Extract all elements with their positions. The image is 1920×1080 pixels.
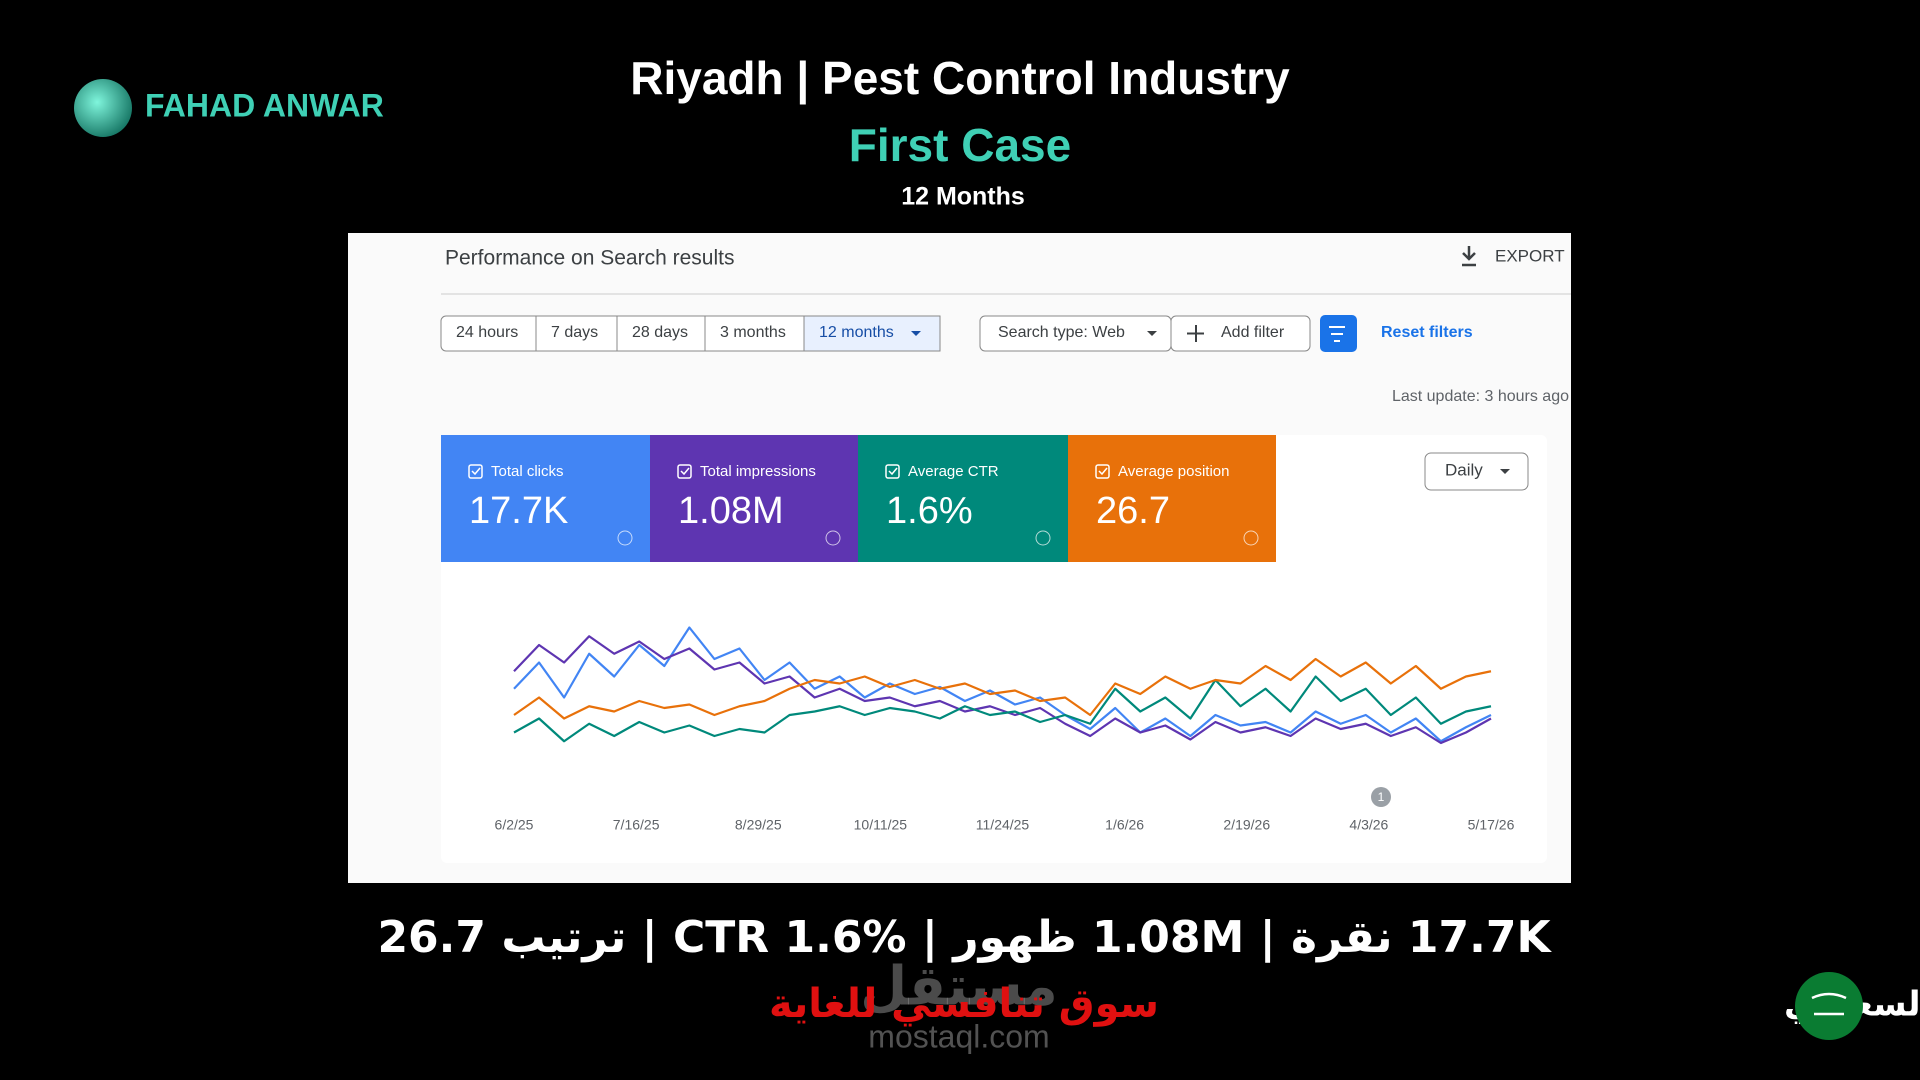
plus-icon: [1187, 325, 1204, 342]
metric-tile[interactable]: [858, 435, 1068, 562]
subtitle: First Case: [849, 119, 1071, 171]
x-tick-label: 6/2/25: [495, 817, 534, 833]
dropdown-arrow: [911, 331, 921, 336]
x-tick-label: 1/6/26: [1105, 817, 1144, 833]
series-line: [513, 675, 1492, 743]
filter-icon: [1329, 326, 1345, 342]
metric-value: 1.08M: [678, 490, 784, 532]
range-option[interactable]: 7 days: [551, 324, 598, 341]
period: 12 Months: [901, 183, 1025, 211]
dropdown-arrow: [1147, 331, 1157, 336]
checkbox: [1095, 464, 1110, 479]
interval-button[interactable]: [1424, 452, 1529, 491]
x-tick-label: 2/19/26: [1223, 817, 1270, 833]
metric-label: Total clicks: [491, 463, 564, 480]
watermark-ar: مستقل: [860, 955, 1058, 1018]
flag-emblem: [1811, 992, 1847, 1016]
search-type[interactable]: Search type: Web: [998, 324, 1125, 341]
reset-filters[interactable]: Reset filters: [1381, 324, 1473, 341]
annotation-marker[interactable]: [1371, 787, 1391, 807]
checkbox: [677, 464, 692, 479]
metric-label: Average CTR: [908, 463, 999, 480]
export[interactable]: EXPORT: [1495, 246, 1565, 265]
x-tick-label: 10/11/25: [854, 817, 908, 833]
export-icon[interactable]: [1462, 246, 1476, 267]
metric-value: 1.6%: [886, 490, 973, 532]
panel-title: Performance on Search results: [445, 247, 734, 270]
metric-tile[interactable]: [1068, 435, 1276, 562]
logo: [74, 79, 132, 137]
last-update: Last update: 3 hours ago: [1392, 388, 1569, 405]
check: [680, 467, 690, 476]
x-tick-label: 8/29/25: [735, 817, 782, 833]
watermark: mostaql.com: [868, 1018, 1049, 1054]
help-icon: [1243, 530, 1259, 546]
range-selected[interactable]: [803, 315, 941, 352]
saudi-flag: [1795, 972, 1863, 1040]
annotation[interactable]: 1: [1378, 790, 1385, 804]
title: Riyadh | Pest Control Industry: [630, 52, 1290, 104]
summary: 17.7K نقرة | 1.08M ظهور | CTR 1.6% | ترت…: [377, 912, 1552, 963]
metric-tile[interactable]: [650, 435, 858, 562]
series-line: [513, 635, 1492, 745]
check: [888, 467, 898, 476]
x-tick-label: 7/16/25: [613, 817, 660, 833]
series-line: [513, 626, 1492, 743]
x-tick-label: 4/3/26: [1349, 817, 1388, 833]
metric-tile[interactable]: [441, 435, 650, 562]
brand: FAHAD ANWAR: [145, 87, 384, 123]
range-option[interactable]: 12 months: [819, 324, 894, 341]
interval[interactable]: Daily: [1445, 460, 1483, 479]
x-tick-label: 5/17/26: [1468, 817, 1515, 833]
metric-label: Average position: [1118, 463, 1229, 480]
checkbox: [885, 464, 900, 479]
x-tick-label: 11/24/25: [976, 817, 1030, 833]
range-option[interactable]: 28 days: [632, 324, 688, 341]
dropdown-arrow: [1500, 469, 1510, 474]
metric-value: 17.7K: [469, 490, 568, 532]
metric-value: 26.7: [1096, 490, 1170, 532]
tagline: سوق تنافسي للغاية: [769, 981, 1159, 1027]
check: [471, 467, 481, 476]
help-icon: [825, 530, 841, 546]
search-type-button[interactable]: [979, 315, 1172, 352]
range-option[interactable]: 24 hours: [456, 324, 518, 341]
checkbox: [468, 464, 483, 479]
add-filter[interactable]: Add filter: [1221, 324, 1285, 341]
range-option[interactable]: 3 months: [720, 324, 786, 341]
check: [1098, 467, 1108, 476]
metric-label: Total impressions: [700, 463, 816, 480]
series-line: [513, 657, 1492, 720]
help-icon: [617, 530, 633, 546]
help-icon: [1035, 530, 1051, 546]
